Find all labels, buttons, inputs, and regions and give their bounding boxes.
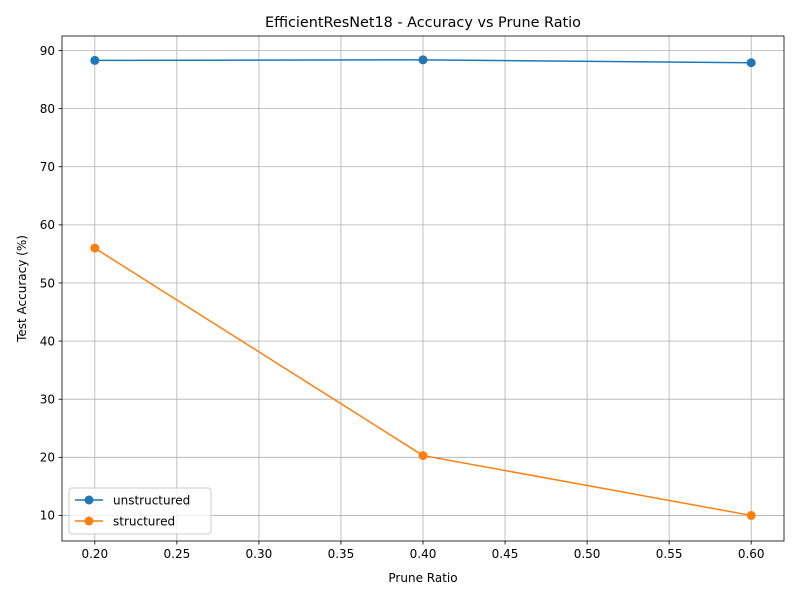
x-axis-ticks: 0.20 0.25 0.30 0.35 0.40 0.45 0.50 0.55 0.60 — [81, 541, 765, 561]
x-axis-title: Prune Ratio — [388, 571, 457, 585]
x-tick-label: 0.35 — [328, 547, 355, 561]
x-tick-label: 0.45 — [492, 547, 519, 561]
x-tick-label: 0.40 — [410, 547, 437, 561]
y-tick-label: 30 — [40, 393, 55, 407]
legend-box — [68, 487, 212, 535]
legend-label-unstructured: unstructured — [113, 493, 190, 507]
data-point-unstructured — [90, 55, 100, 65]
series-group — [90, 55, 756, 520]
data-point-structured — [746, 510, 756, 520]
x-tick-label: 0.30 — [246, 547, 273, 561]
x-tick-label: 0.20 — [81, 547, 108, 561]
y-axis-title: Test Accuracy (%) — [15, 235, 29, 343]
y-tick-label: 70 — [40, 160, 55, 174]
x-tick-label: 0.50 — [574, 547, 601, 561]
data-point-unstructured — [418, 55, 428, 65]
y-axis-ticks: 10 20 30 40 50 60 70 80 90 — [40, 44, 62, 523]
y-tick-label: 80 — [40, 102, 55, 116]
chart-title: EfficientResNet18 - Accuracy vs Prune Ra… — [265, 15, 581, 31]
legend-label-structured: structured — [113, 514, 175, 528]
y-tick-label: 50 — [40, 276, 55, 290]
legend-marker-structured — [84, 516, 94, 526]
x-tick-label: 0.25 — [164, 547, 191, 561]
legend-marker-unstructured — [84, 495, 94, 505]
y-tick-label: 10 — [40, 509, 55, 523]
x-tick-label: 0.60 — [738, 547, 765, 561]
x-tick-label: 0.55 — [656, 547, 683, 561]
legend: unstructured structured — [68, 487, 212, 535]
data-point-unstructured — [746, 58, 756, 68]
y-tick-label: 20 — [40, 451, 55, 465]
y-tick-label: 90 — [40, 44, 55, 58]
data-point-structured — [418, 451, 428, 461]
y-tick-label: 60 — [40, 218, 55, 232]
y-tick-label: 40 — [40, 334, 55, 348]
data-point-structured — [90, 243, 100, 253]
